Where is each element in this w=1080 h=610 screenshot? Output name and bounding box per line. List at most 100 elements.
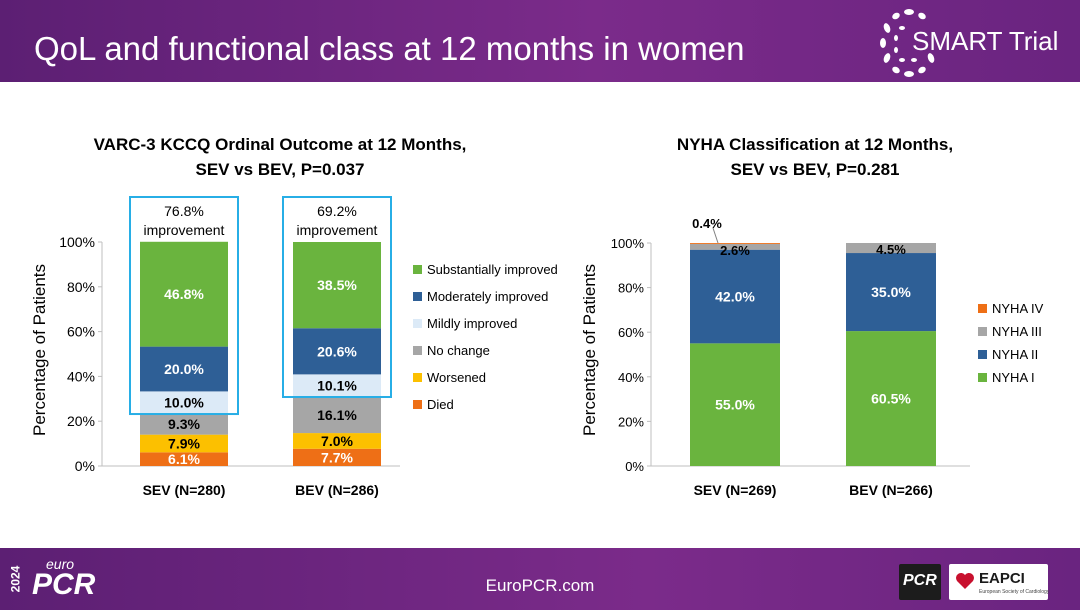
- pcr-logo-text: PCR: [903, 572, 937, 589]
- y-tick-label: 20%: [618, 414, 644, 429]
- europcr-logo: 2024 euro PCR: [8, 556, 120, 602]
- legend-label: Worsened: [427, 370, 486, 385]
- data-label: 7.9%: [168, 435, 200, 451]
- eapci-logo-text: EAPCI: [979, 570, 1025, 587]
- bar-segment: [293, 433, 381, 449]
- improvement-highlight-box: [129, 196, 239, 416]
- data-label: 7.0%: [321, 433, 353, 449]
- bar-segment: [690, 249, 780, 344]
- data-label: 10.0%: [164, 395, 204, 411]
- legend-swatch: [978, 304, 987, 313]
- data-label: 46.8%: [164, 286, 204, 302]
- legend-label: Mildly improved: [427, 316, 517, 331]
- bar-segment: [140, 241, 228, 347]
- y-tick-label: 0%: [625, 459, 644, 474]
- legend-swatch: [413, 400, 422, 409]
- improvement-highlight-box: [282, 196, 392, 399]
- y-tick-label: 60%: [618, 325, 644, 340]
- data-label: 35.0%: [871, 284, 911, 300]
- legend-label: NYHA II: [992, 347, 1038, 362]
- bar-segment: [140, 452, 228, 466]
- data-label: 0.4%: [692, 216, 722, 231]
- data-label: 38.5%: [317, 277, 357, 293]
- data-label: 42.0%: [715, 289, 755, 305]
- bar-segment: [293, 397, 381, 434]
- legend-swatch: [413, 292, 422, 301]
- x-category-label: SEV (N=280): [143, 482, 226, 498]
- header-bar: [0, 0, 1080, 82]
- legend-swatch: [978, 350, 987, 359]
- label-leader-line: [712, 227, 719, 244]
- data-label: 6.1%: [168, 451, 200, 467]
- legend-label: No change: [427, 343, 490, 358]
- pcr-logo: PCR: [899, 564, 941, 600]
- chart1-title-line2: SEV vs BEV, P=0.037: [195, 160, 365, 179]
- bar-segment: [690, 243, 780, 250]
- legend-swatch: [978, 327, 987, 336]
- data-label: 60.5%: [871, 391, 911, 407]
- bar-segment: [140, 391, 228, 414]
- bar-segment: [140, 434, 228, 453]
- data-label: 9.3%: [168, 416, 200, 432]
- y-tick-label: 100%: [611, 236, 645, 251]
- legend-label: Moderately improved: [427, 289, 548, 304]
- legend-swatch: [413, 373, 422, 382]
- slide-title: QoL and functional class at 12 months in…: [34, 30, 745, 67]
- bar-segment: [293, 374, 381, 398]
- legend-label: NYHA IV: [992, 301, 1044, 316]
- legend-label: Died: [427, 397, 454, 412]
- bar-segment: [690, 343, 780, 466]
- chart2-title: NYHA Classification at 12 Months, SEV vs…: [580, 132, 1050, 182]
- legend-label: Substantially improved: [427, 262, 558, 277]
- chart2-title-line2: SEV vs BEV, P=0.281: [730, 160, 900, 179]
- improvement-label: improvement: [144, 222, 225, 238]
- improvement-percent: 76.8%: [164, 203, 204, 219]
- data-label: 20.6%: [317, 343, 357, 359]
- legend-label: NYHA I: [992, 370, 1035, 385]
- data-label: 16.1%: [317, 407, 357, 423]
- x-category-label: BEV (N=286): [295, 482, 379, 498]
- chart2-title-line1: NYHA Classification at 12 Months,: [676, 135, 954, 154]
- y-tick-label: 80%: [618, 281, 644, 296]
- heart-icon: [956, 573, 974, 589]
- eapci-logo: EAPCI European Society of Cardiology: [949, 564, 1050, 600]
- footer-url-link[interactable]: EuroPCR.com: [485, 576, 595, 595]
- data-label: 4.5%: [876, 242, 906, 257]
- bar-segment: [293, 328, 381, 375]
- bar-segment: [846, 243, 936, 254]
- bar-segment: [293, 242, 381, 329]
- x-category-label: SEV (N=269): [694, 482, 777, 498]
- europcr-pcr: PCR: [32, 568, 96, 601]
- data-label: 7.7%: [321, 449, 353, 465]
- improvement-label: improvement: [297, 222, 378, 238]
- chart1-title: VARC-3 KCCQ Ordinal Outcome at 12 Months…: [40, 132, 520, 182]
- data-label: 55.0%: [715, 397, 755, 413]
- data-label: 2.6%: [720, 243, 750, 258]
- x-category-label: BEV (N=266): [849, 482, 933, 498]
- data-label: 10.1%: [317, 378, 357, 394]
- smart-trial-logo-icon: [880, 9, 935, 77]
- eapci-logo-subtext: European Society of Cardiology: [979, 589, 1050, 595]
- nyha-chart: 0% 20% 40% 60% 80% 100% 55.0% 42.0% SEV (N=269) 6…: [611, 216, 1044, 498]
- y-tick-label: 40%: [618, 370, 644, 385]
- bar-segment: [140, 346, 228, 392]
- europcr-euro: euro: [46, 556, 75, 572]
- bar-segment: [846, 331, 936, 466]
- legend-label: NYHA III: [992, 324, 1042, 339]
- y-tick-label: 0%: [75, 458, 95, 474]
- improvement-percent: 69.2%: [317, 203, 357, 219]
- y-tick-label: 20%: [67, 413, 95, 429]
- y-tick-label: 40%: [67, 368, 95, 384]
- chart1-title-line1: VARC-3 KCCQ Ordinal Outcome at 12 Months…: [93, 135, 467, 154]
- y-tick-label: 100%: [59, 234, 95, 250]
- trial-name: SMART Trial: [912, 26, 1059, 56]
- y-tick-label: 60%: [67, 324, 95, 340]
- bar-segment: [140, 413, 228, 435]
- bar-segment: [690, 243, 780, 244]
- y-tick-label: 80%: [67, 279, 95, 295]
- legend-swatch: [413, 346, 422, 355]
- kccq-chart: 0% 20% 40% 60% 80% 100% 6.1%7.9% 9.3% 10.0% 20.0%…: [59, 196, 558, 498]
- bar-segment: [293, 448, 381, 466]
- legend-swatch: [978, 373, 987, 382]
- data-label: 20.0%: [164, 361, 204, 377]
